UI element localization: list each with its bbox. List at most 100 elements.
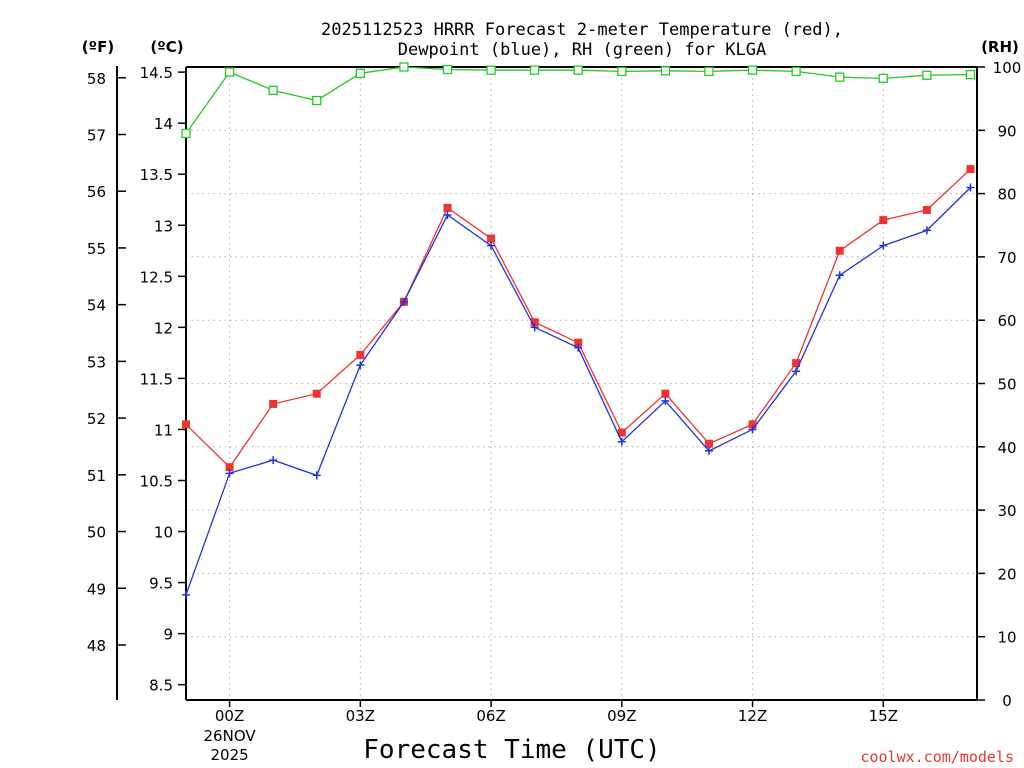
- temperature-point: [574, 338, 583, 347]
- rh-tick-label: 70: [997, 249, 1016, 267]
- temperature-point: [748, 420, 757, 429]
- celsius-tick-label: 14: [154, 115, 173, 133]
- celsius-tick-label: 12.5: [140, 268, 173, 286]
- rh-point: [442, 64, 453, 75]
- rh-point: [704, 66, 714, 77]
- temperature-line: [185, 168, 971, 469]
- celsius-tick-label: 11.5: [140, 370, 173, 388]
- fahrenheit-tick-label: 55: [87, 240, 106, 258]
- temperature-point: [443, 203, 452, 212]
- rh-tick-label: 40: [997, 439, 1016, 457]
- dewpoint-point: [399, 297, 408, 306]
- celsius-tick-label: 10: [154, 524, 173, 542]
- rh-point: [573, 65, 583, 75]
- temperature-point: [269, 399, 278, 408]
- dewpoint-point: [704, 446, 713, 455]
- dewpoint-point: [443, 211, 452, 220]
- temperature-point: [487, 234, 496, 243]
- celsius-tick-label: 13: [154, 217, 173, 235]
- x-tick-label: 06Z: [476, 707, 505, 725]
- dewpoint-point: [574, 343, 583, 352]
- rh-tick-label: 30: [997, 502, 1016, 520]
- rh-point: [878, 73, 888, 84]
- dewpoint-point: [356, 361, 365, 370]
- data-series: [181, 62, 976, 599]
- celsius-unit-label: (ºC): [150, 38, 183, 56]
- dewpoint-point: [748, 425, 757, 434]
- temperature-point: [966, 165, 975, 174]
- temperature-series: [182, 165, 975, 472]
- x-axis-label: Forecast Time (UTC): [363, 735, 660, 765]
- rh-series: [181, 62, 976, 139]
- dewpoint-point: [792, 367, 801, 376]
- rh-tick-label: 20: [997, 565, 1016, 583]
- celsius-tick-label: 14.5: [140, 64, 173, 82]
- rh-unit-label: (RH): [981, 38, 1019, 56]
- dewpoint-point: [487, 241, 496, 250]
- celsius-tick-label: 10.5: [140, 472, 173, 490]
- celsius-tick-label: 8.5: [149, 677, 173, 695]
- site-credit: coolwx.com/models: [860, 748, 1014, 766]
- celsius-tick-label: 13.5: [140, 166, 173, 184]
- fahrenheit-tick-label: 51: [87, 467, 106, 485]
- rh-tick-label: 90: [997, 122, 1016, 140]
- fahrenheit-tick-label: 50: [87, 524, 106, 542]
- rh-point: [530, 65, 540, 75]
- chart-title-line1: 2025112523 HRRR Forecast 2-meter Tempera…: [321, 20, 843, 40]
- dewpoint-point: [225, 469, 234, 478]
- celsius-tick-label: 11: [154, 421, 173, 439]
- x-date-label: 26NOV: [204, 727, 257, 745]
- rh-tick-label: 80: [997, 186, 1016, 204]
- fahrenheit-tick-label: 52: [87, 410, 106, 428]
- dewpoint-point: [269, 456, 278, 465]
- dewpoint-point: [661, 396, 670, 405]
- dewpoint-point: [922, 226, 931, 235]
- dewpoint-point: [879, 241, 888, 250]
- rh-line: [185, 66, 971, 134]
- rh-point: [965, 69, 976, 80]
- grid-lines: [186, 67, 977, 700]
- temperature-point: [356, 350, 365, 359]
- celsius-tick-label: 12: [154, 319, 173, 337]
- fahrenheit-tick-label: 48: [87, 637, 106, 655]
- rh-point: [835, 72, 845, 82]
- x-tick-label: 09Z: [607, 707, 636, 725]
- rh-tick-label: 10: [997, 629, 1016, 647]
- fahrenheit-tick-label: 54: [87, 297, 106, 315]
- dewpoint-line: [185, 187, 971, 596]
- dewpoint-point: [182, 590, 190, 599]
- rh-tick-label: 0: [1002, 692, 1012, 710]
- rh-point: [312, 95, 322, 106]
- chart-title-line2: Dewpoint (blue), RH (green) for KLGA: [398, 40, 766, 60]
- x-tick-label: 03Z: [346, 707, 375, 725]
- fahrenheit-unit-label: (ºF): [82, 38, 114, 56]
- dewpoint-point: [617, 437, 626, 446]
- temperature-point: [225, 463, 234, 472]
- dewpoint-point: [966, 183, 975, 192]
- temperature-point: [704, 439, 713, 448]
- rh-point: [486, 65, 496, 75]
- temperature-point: [312, 389, 321, 398]
- fahrenheit-tick-label: 53: [87, 353, 106, 371]
- rh-point: [355, 68, 365, 78]
- x-tick-label: 12Z: [738, 707, 767, 725]
- fahrenheit-tick-label: 49: [87, 580, 106, 598]
- x-tick-label: 15Z: [869, 707, 898, 725]
- rh-point: [399, 62, 409, 72]
- rh-point: [268, 85, 278, 96]
- dewpoint-series: [182, 183, 975, 599]
- fahrenheit-tick-label: 57: [87, 126, 106, 144]
- temperature-point: [792, 359, 801, 368]
- temperature-point: [530, 318, 539, 327]
- temperature-point: [617, 428, 626, 437]
- x-year-label: 2025: [210, 746, 248, 764]
- temperature-point: [922, 205, 931, 214]
- temperature-point: [879, 216, 888, 225]
- rh-point: [617, 66, 627, 77]
- celsius-tick-label: 9: [163, 626, 173, 644]
- rh-point: [791, 66, 801, 77]
- rh-tick-label: 60: [997, 312, 1016, 330]
- dewpoint-point: [312, 471, 321, 480]
